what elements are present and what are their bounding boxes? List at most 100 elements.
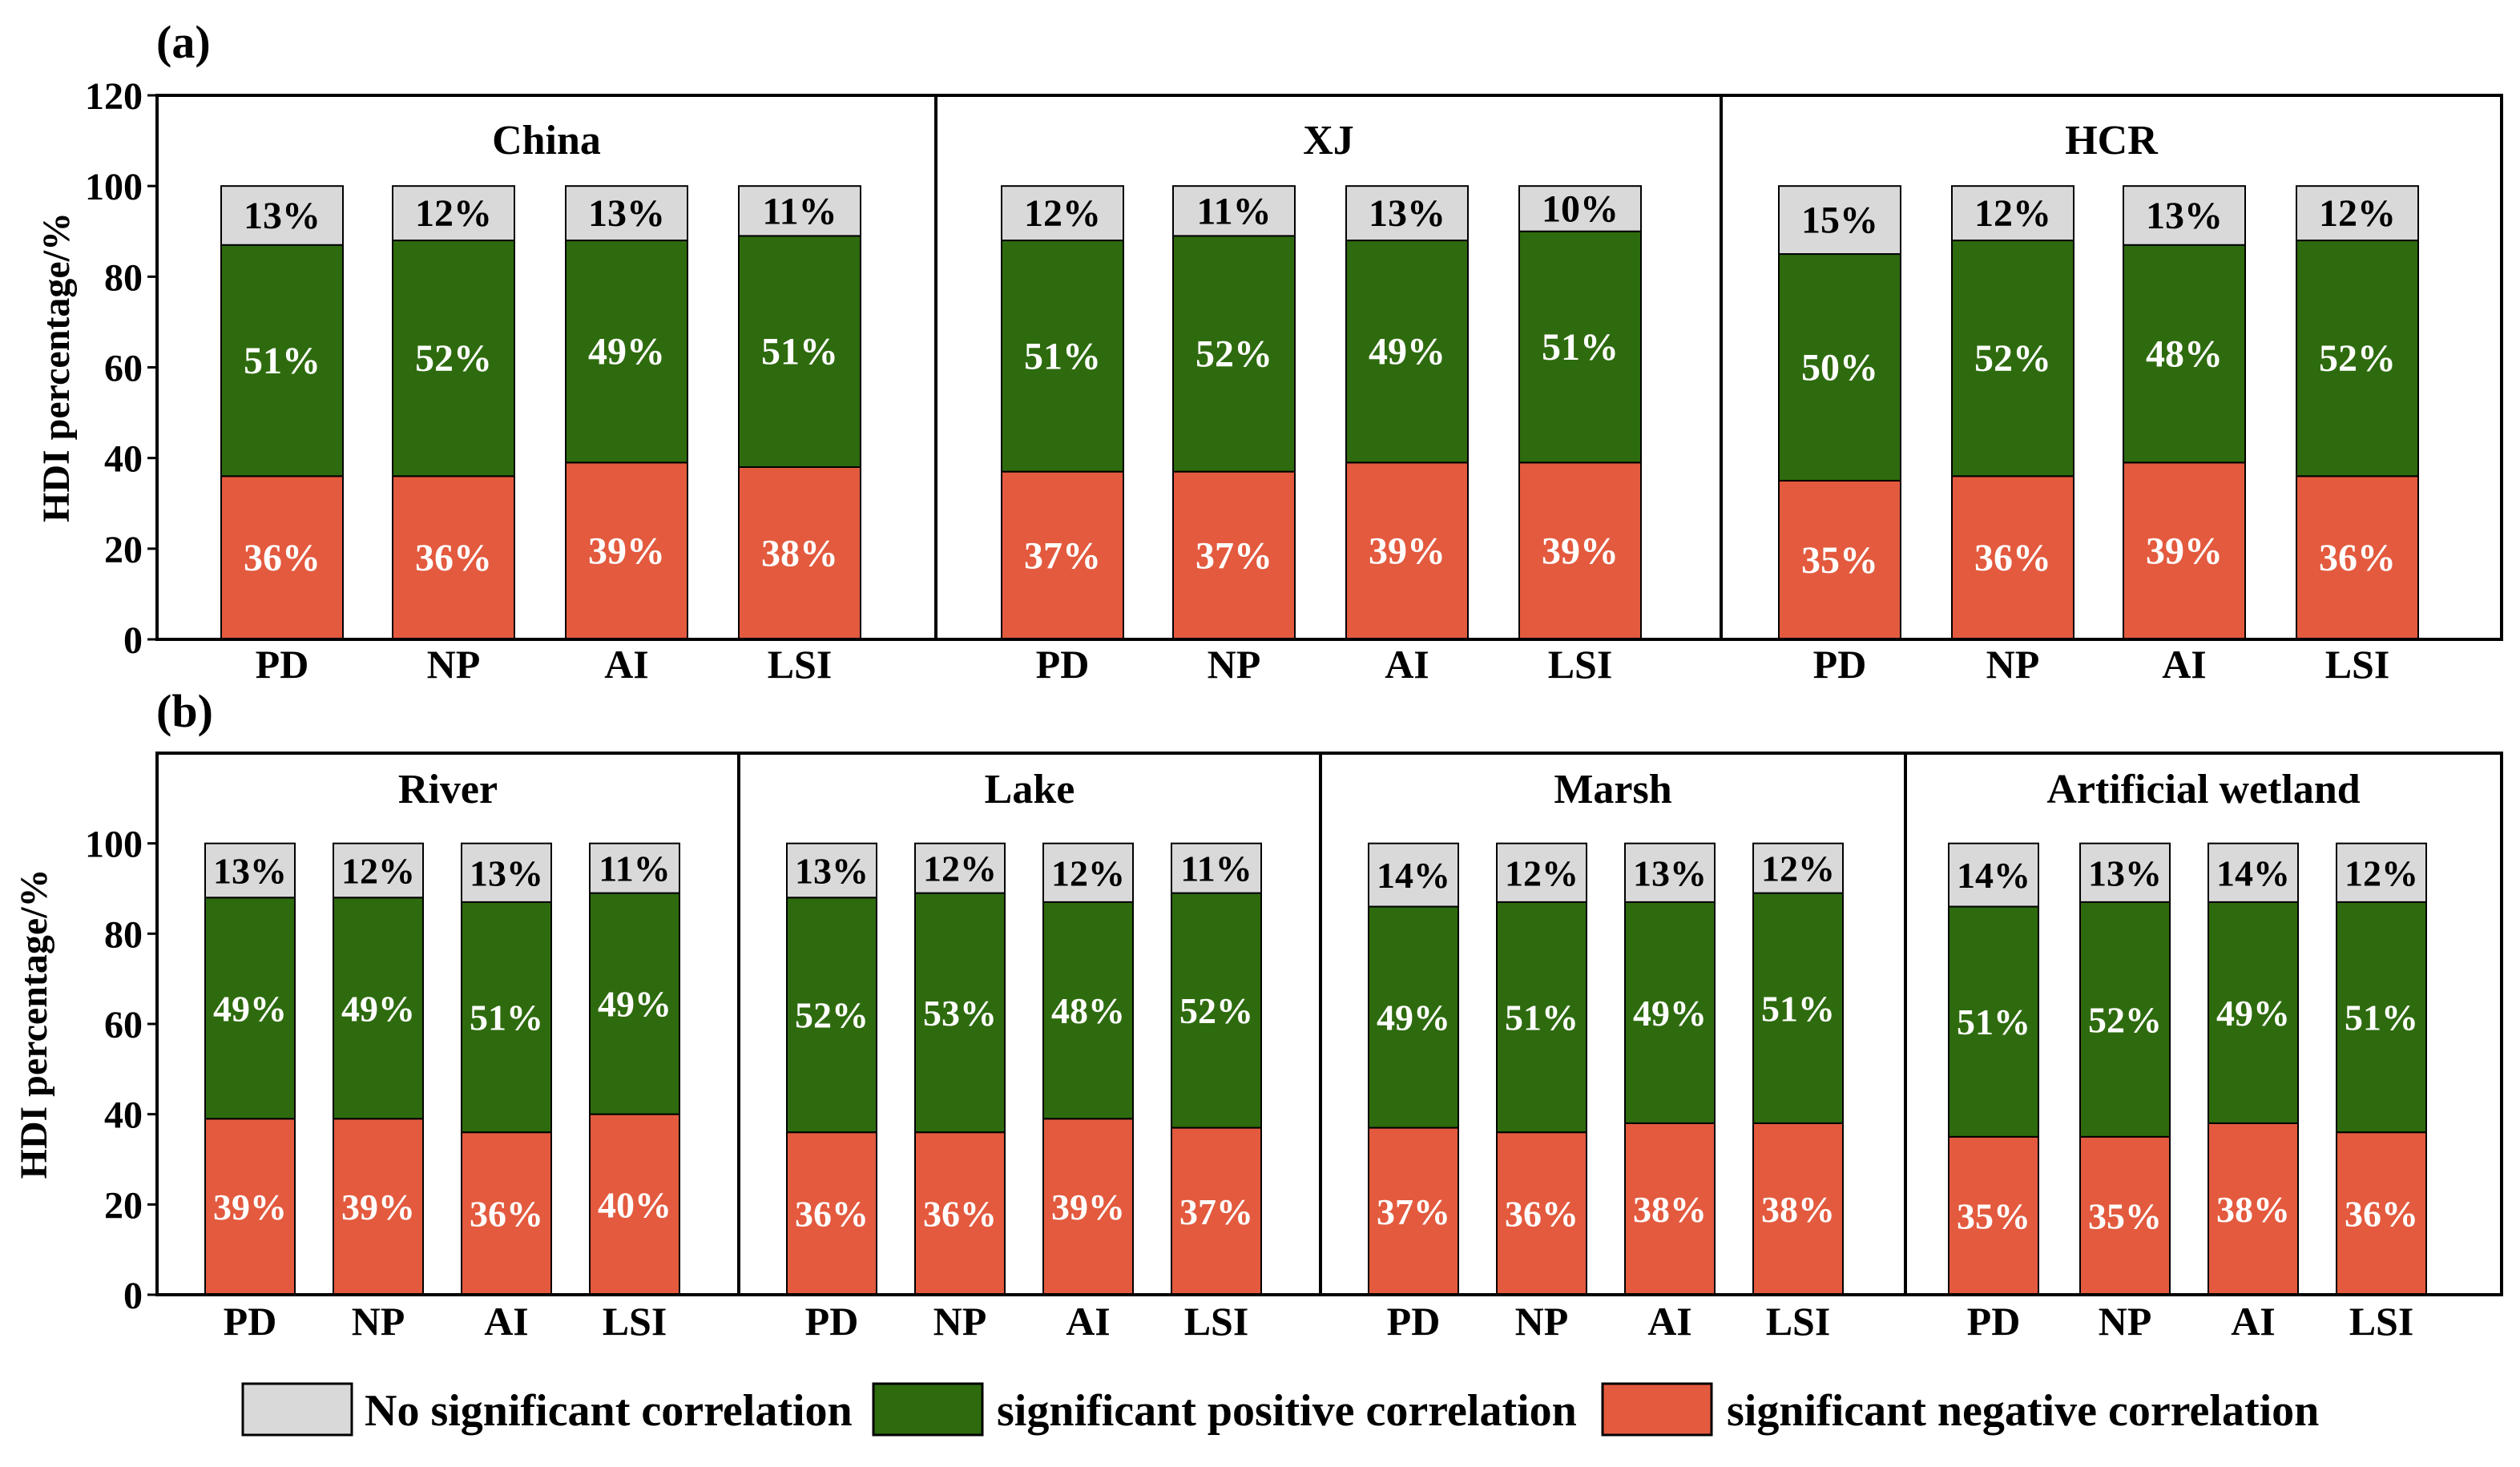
x-category-label: LSI	[603, 1299, 667, 1344]
data-label-positive: 48%	[2146, 333, 2223, 376]
x-category-label: NP	[1208, 642, 1261, 687]
data-label-negative: 37%	[1377, 1191, 1450, 1232]
x-category-label: NP	[933, 1299, 987, 1344]
data-label-positive: 49%	[588, 331, 665, 373]
data-label-negative: 36%	[244, 537, 321, 579]
bar-segment-positive	[1948, 905, 2039, 1138]
legend: No significant correlation significant p…	[241, 1382, 2319, 1437]
data-label-positive: 51%	[470, 997, 543, 1038]
legend-swatch-negative	[1601, 1382, 1713, 1437]
data-label-negative: 39%	[1051, 1187, 1125, 1227]
bar-segment-positive	[1752, 892, 1844, 1124]
group-title: Artificial wetland	[2046, 767, 2360, 812]
x-category-label: NP	[352, 1299, 405, 1344]
data-label-negative: 36%	[1505, 1194, 1579, 1235]
bar-segment-positive	[786, 897, 877, 1134]
bar-segment-negative	[1001, 470, 1124, 640]
bar-segment-negative	[2079, 1135, 2171, 1296]
data-label-none: 11%	[1180, 848, 1252, 889]
x-category-label: AI	[1066, 1299, 1111, 1344]
x-category-label: PD	[805, 1299, 859, 1344]
bar-segment-positive	[2296, 240, 2419, 478]
data-label-positive: 53%	[923, 993, 997, 1034]
data-label-none: 12%	[2345, 852, 2418, 893]
bar-segment-none	[2123, 185, 2246, 246]
data-label-positive: 49%	[341, 988, 415, 1029]
group-title: XJ	[1303, 118, 1354, 163]
data-label-none: 13%	[1369, 192, 1445, 235]
bar-segment-none	[1948, 842, 2039, 908]
bar-segment-negative	[1172, 470, 1296, 640]
data-label-negative: 36%	[1974, 537, 2051, 579]
bar-segment-none	[1951, 185, 2074, 242]
data-label-none: 12%	[415, 192, 492, 235]
x-category-label: LSI	[1184, 1299, 1249, 1344]
bar-segment-negative	[1345, 461, 1469, 641]
y-axis-label: HDI percentage/%	[13, 869, 55, 1179]
data-label-positive: 49%	[1369, 331, 1445, 373]
bar-segment-negative	[204, 1118, 296, 1296]
data-label-positive: 50%	[1801, 347, 1878, 389]
data-label-none: 13%	[795, 850, 869, 891]
data-label-negative: 40%	[598, 1184, 671, 1225]
y-tick-label: 60	[104, 1004, 143, 1046]
data-label-none: 13%	[470, 852, 543, 893]
y-tick-label: 20	[104, 529, 143, 571]
data-label-none: 11%	[762, 190, 837, 232]
bar-segment-none	[220, 185, 344, 246]
bar-segment-none	[2208, 842, 2299, 903]
bar-segment-negative	[2336, 1131, 2427, 1296]
y-tick-label: 40	[104, 1094, 143, 1137]
x-category-label: NP	[427, 642, 481, 687]
data-label-negative: 36%	[2345, 1194, 2418, 1235]
data-label-negative: 38%	[1633, 1189, 1707, 1230]
bar-segment-negative	[2123, 461, 2246, 641]
bar-segment-none	[1001, 185, 1124, 242]
data-label-negative: 37%	[1179, 1191, 1253, 1232]
data-label-negative: 39%	[213, 1187, 287, 1227]
data-label-positive: 51%	[1542, 326, 1619, 369]
bar-segment-negative	[1624, 1122, 1716, 1296]
data-label-negative: 39%	[2146, 530, 2223, 573]
x-category-label: LSI	[2325, 642, 2390, 687]
y-tick-label: 40	[104, 438, 143, 481]
x-category-label: LSI	[2349, 1299, 2414, 1344]
bar-segment-positive	[220, 244, 344, 478]
bar-segment-none	[1345, 185, 1469, 242]
data-label-positive: 52%	[795, 995, 869, 1036]
bar-segment-negative	[1171, 1126, 1262, 1296]
data-label-negative: 36%	[470, 1194, 543, 1235]
data-label-negative: 39%	[588, 530, 665, 573]
data-label-positive: 48%	[1051, 990, 1125, 1031]
data-label-none: 13%	[2146, 195, 2223, 237]
x-category-label: NP	[1515, 1299, 1569, 1344]
bar-segment-none	[2336, 842, 2427, 903]
data-label-positive: 49%	[1377, 997, 1450, 1038]
group-title: China	[492, 118, 601, 163]
bar-segment-none	[1172, 185, 1296, 237]
data-label-negative: 35%	[1957, 1195, 2030, 1236]
data-label-negative: 36%	[923, 1194, 997, 1235]
x-category-label: PD	[1967, 1299, 2021, 1344]
bar-segment-positive	[1001, 240, 1124, 473]
x-category-label: AI	[2162, 642, 2207, 687]
data-label-none: 12%	[1505, 852, 1579, 893]
data-label-negative: 36%	[415, 537, 492, 579]
group-title: Lake	[985, 767, 1075, 812]
x-category-label: PD	[1813, 642, 1867, 687]
data-label-positive: 51%	[1505, 997, 1579, 1038]
data-label-none: 14%	[1957, 855, 2030, 896]
bar-segment-none	[1778, 185, 1901, 256]
bar-segment-none	[1171, 842, 1262, 894]
bar-segment-negative	[738, 465, 861, 640]
data-label-none: 12%	[923, 848, 997, 889]
bar-segment-none	[1042, 842, 1134, 903]
data-label-positive: 52%	[1195, 333, 1272, 376]
bar-segment-negative	[1042, 1118, 1134, 1296]
data-label-positive: 52%	[415, 337, 492, 380]
x-category-label: PD	[224, 1299, 277, 1344]
data-label-negative: 39%	[1369, 530, 1445, 573]
legend-label-negative: significant negative correlation	[1727, 1386, 2319, 1436]
bar-segment-positive	[1172, 235, 1296, 473]
bar-segment-negative	[1368, 1126, 1459, 1296]
